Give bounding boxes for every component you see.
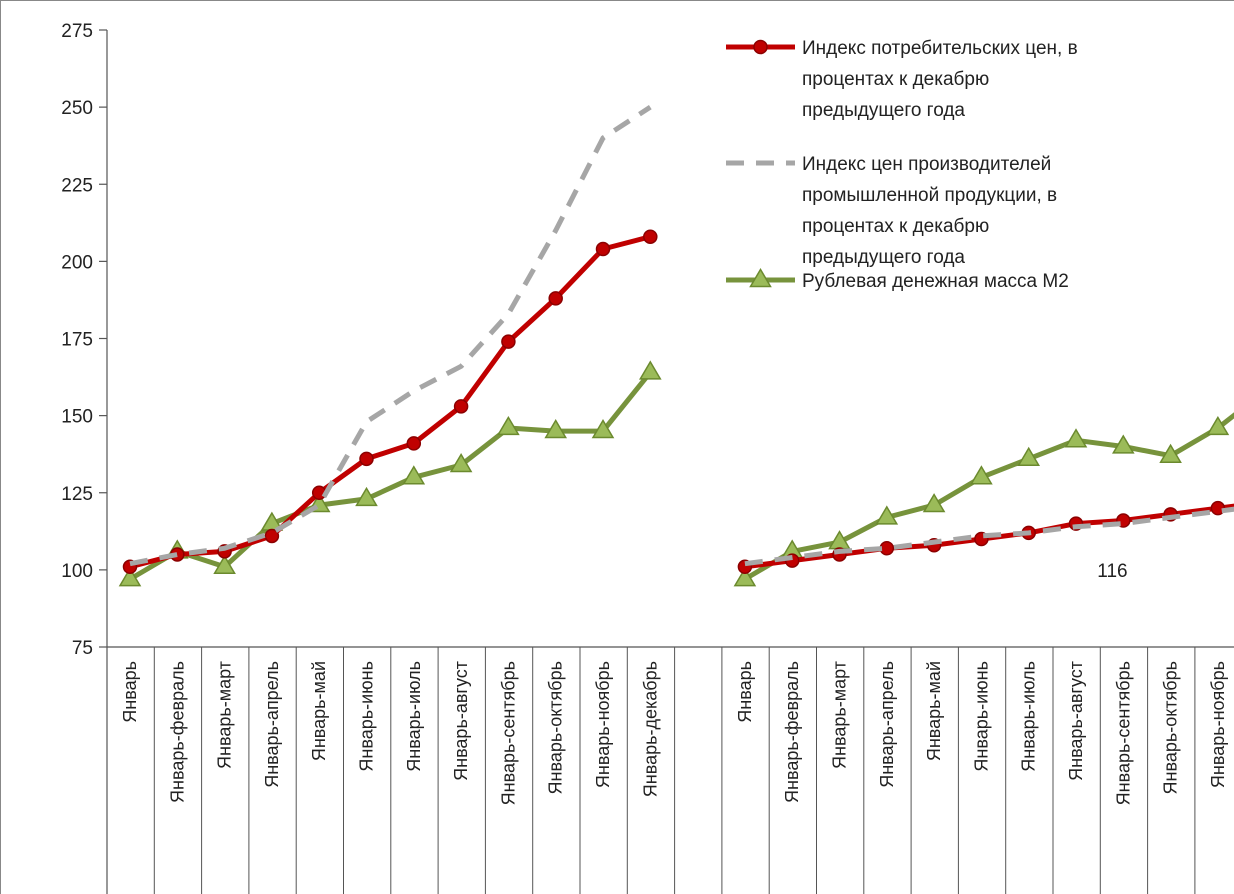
y-tick-label: 125 bbox=[61, 484, 93, 505]
legend-label-ppi: процентах к декабрю bbox=[802, 216, 989, 237]
series-line-1 bbox=[742, 503, 1234, 570]
x-tick-label: Январь-апрель bbox=[262, 661, 282, 788]
data-point-m2 bbox=[591, 419, 615, 439]
x-tick-label: Январь-сентябрь bbox=[498, 661, 518, 805]
data-point-m2 bbox=[497, 415, 520, 436]
series-line-2 bbox=[129, 105, 652, 567]
data-point-m2 bbox=[1111, 434, 1135, 454]
data-point-m2 bbox=[118, 567, 142, 587]
legend-label-cpi: предыдущего года bbox=[802, 100, 965, 121]
data-point-cpi bbox=[453, 399, 469, 414]
x-tick-label: Январь-июль bbox=[1019, 661, 1039, 772]
x-tick-label: Январь-июнь bbox=[971, 661, 991, 772]
y-tick-label: 75 bbox=[72, 638, 93, 659]
legend-marker-m2 bbox=[749, 267, 772, 288]
x-tick-label: Январь-май bbox=[309, 661, 329, 761]
data-point-cpi bbox=[264, 528, 280, 544]
data-point-m2 bbox=[213, 554, 236, 574]
data-point-cpi bbox=[548, 291, 563, 306]
x-tick-label: Январь-май bbox=[924, 661, 944, 761]
x-tick-label: Январь-октябрь bbox=[1161, 661, 1181, 794]
data-point-m2 bbox=[355, 486, 378, 507]
data-point-m2 bbox=[1017, 446, 1041, 467]
legend-marker-cpi bbox=[753, 39, 768, 55]
x-tick-label: Январь-октябрь bbox=[546, 661, 566, 794]
y-tick-label: 225 bbox=[61, 175, 93, 196]
series-line-1 bbox=[127, 234, 653, 570]
data-point-m2 bbox=[922, 493, 946, 513]
legend-label-m2: Рублевая денежная масса М2 bbox=[802, 271, 1069, 292]
x-tick-label: Январь-февраль bbox=[782, 661, 802, 803]
x-tick-label: Январь-март bbox=[215, 661, 235, 769]
data-point-m2 bbox=[402, 465, 426, 485]
y-tick-label: 150 bbox=[61, 407, 93, 428]
x-tick-label: Январь-ноябрь bbox=[1208, 661, 1228, 788]
data-point-m2 bbox=[970, 465, 993, 485]
data-point-cpi bbox=[595, 241, 611, 257]
data-point-m2 bbox=[1064, 428, 1088, 448]
x-tick-label: Январь-март bbox=[830, 661, 850, 769]
data-point-m2 bbox=[875, 505, 899, 525]
x-tick-label: Январь-август bbox=[1066, 661, 1086, 781]
y-tick-label: 200 bbox=[61, 252, 93, 273]
x-tick-label: Январь-апрель bbox=[877, 661, 897, 788]
y-tick-label: 100 bbox=[61, 561, 93, 582]
x-tick-label: Январь-июнь bbox=[357, 661, 377, 772]
x-tick-label: Январь-сентябрь bbox=[1113, 661, 1133, 805]
x-tick-label: Январь-декабрь bbox=[640, 661, 660, 797]
y-tick-label: 250 bbox=[61, 98, 93, 119]
x-tick-label: Январь bbox=[120, 661, 140, 723]
labels-layer: 75 100 125 150 175 200 225 250 275 Январь Январь-ф… bbox=[61, 21, 1228, 805]
data-point-m2 bbox=[1206, 415, 1230, 436]
x-tick-label: Январь-июль bbox=[404, 661, 424, 772]
legend-label-ppi: Индекс цен производителей bbox=[802, 154, 1051, 175]
data-point-cpi bbox=[501, 334, 516, 349]
series-layer bbox=[118, 105, 1234, 587]
x-tick-label: Январь-ноябрь bbox=[593, 661, 613, 788]
y-tick-label: 275 bbox=[61, 21, 93, 42]
data-point-cpi bbox=[879, 541, 895, 556]
series-line-3 bbox=[742, 412, 1234, 582]
series-line-2 bbox=[744, 506, 1234, 567]
legend-label-cpi: Индекс потребительских цен, в bbox=[802, 38, 1078, 59]
data-point-m2 bbox=[449, 452, 473, 473]
annotation-label: 116 bbox=[1097, 561, 1127, 582]
legend-label-cpi: процентах к декабрю bbox=[802, 69, 989, 90]
x-tick-label: Январь-февраль bbox=[167, 661, 187, 803]
data-point-cpi bbox=[406, 436, 422, 451]
data-point-m2 bbox=[638, 360, 662, 380]
data-point-m2 bbox=[1159, 443, 1182, 463]
legend-label-ppi: предыдущего года bbox=[802, 247, 965, 268]
series-line-3 bbox=[127, 369, 653, 582]
y-tick-label: 175 bbox=[61, 330, 93, 351]
x-tick-label: Январь-август bbox=[451, 661, 471, 781]
data-point-cpi bbox=[359, 451, 374, 467]
x-tick-label: Январь bbox=[735, 661, 755, 723]
legend-label-ppi: промышленной продукции, в bbox=[802, 185, 1057, 206]
data-point-m2 bbox=[733, 567, 757, 587]
data-point-m2 bbox=[544, 419, 568, 439]
legend: Индекс потребительских цен, в процентах к… bbox=[726, 38, 1078, 292]
data-point-cpi bbox=[643, 229, 658, 244]
